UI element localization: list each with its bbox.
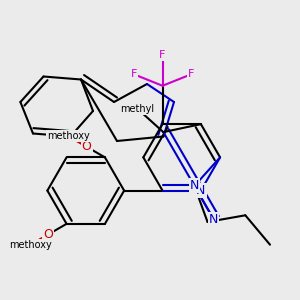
Text: N: N (190, 179, 199, 192)
Text: F: F (188, 69, 194, 79)
Text: methyl: methyl (121, 104, 155, 114)
Text: N: N (196, 184, 206, 197)
Text: F: F (159, 50, 166, 60)
Text: O: O (82, 140, 92, 153)
Text: methoxy: methoxy (47, 131, 90, 141)
Text: methoxy: methoxy (9, 240, 51, 250)
Text: O: O (43, 228, 53, 241)
Text: N: N (209, 213, 218, 226)
Text: F: F (130, 69, 137, 79)
